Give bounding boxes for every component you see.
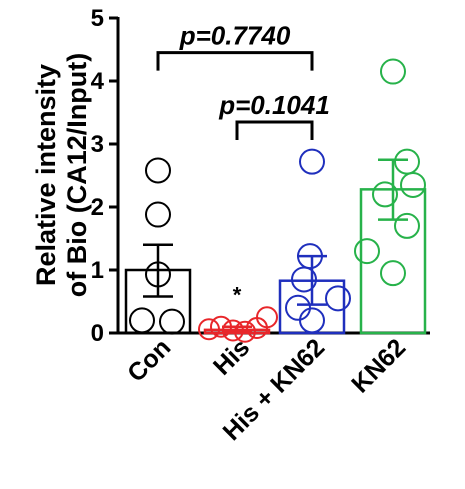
significance-asterisk: * <box>233 283 242 308</box>
data-point <box>222 319 244 342</box>
data-point <box>380 58 406 85</box>
y-tick-label: 2 <box>91 194 104 221</box>
y-tick-label: 1 <box>91 257 104 284</box>
comparison-bracket <box>235 120 314 140</box>
data-point <box>145 157 171 184</box>
y-tick-label: 0 <box>91 320 104 347</box>
data-point <box>400 171 426 198</box>
y-tick-label: 3 <box>91 131 104 158</box>
data-point <box>354 238 380 265</box>
data-point <box>299 148 325 175</box>
p-value-label: p=0.1041 <box>218 90 330 120</box>
data-point <box>285 294 311 321</box>
data-point <box>394 212 420 239</box>
data-point <box>234 320 256 343</box>
data-point <box>198 318 220 341</box>
data-point <box>256 306 278 329</box>
comparison-bracket <box>156 51 314 71</box>
data-point <box>299 307 325 334</box>
data-point <box>210 315 232 338</box>
y-axis-label-line-1: Relative intensity <box>31 64 61 286</box>
y-axis-label-line-2: of Bio (CA12/Input) <box>62 53 92 297</box>
data-point <box>325 285 351 312</box>
data-point <box>129 307 155 334</box>
data-point <box>159 308 185 335</box>
data-point <box>145 201 171 228</box>
category-label: Con <box>122 333 176 387</box>
data-point <box>291 266 317 293</box>
data-point <box>380 260 406 287</box>
data-point <box>394 148 420 175</box>
data-point <box>372 181 398 208</box>
data-point <box>145 261 171 288</box>
y-tick-label: 4 <box>91 68 105 95</box>
p-value-label: p=0.7740 <box>179 21 291 51</box>
category-label: KN62 <box>346 333 411 398</box>
y-tick-label: 5 <box>91 5 104 32</box>
